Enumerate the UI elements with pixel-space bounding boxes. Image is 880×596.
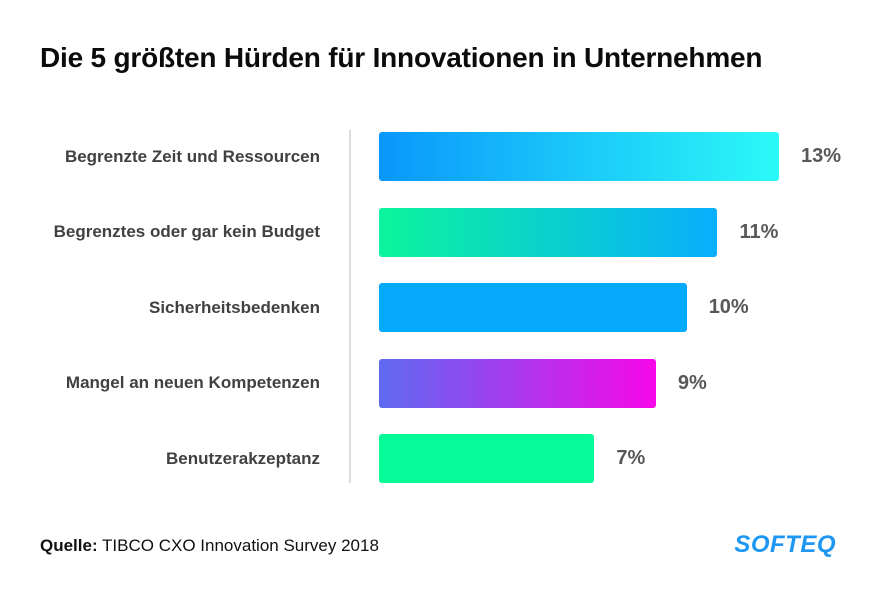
value-label: 7% xyxy=(616,447,646,469)
category-label: Begrenzte Zeit und Ressourcen xyxy=(64,146,320,166)
value-label: 13% xyxy=(801,145,842,167)
bar xyxy=(379,283,687,332)
bar-chart: Begrenzte Zeit und Ressourcen 13% Begrenzt… xyxy=(0,132,880,483)
bar-wrap: 10% xyxy=(379,283,749,332)
bar-wrap: 11% xyxy=(379,207,779,257)
bar xyxy=(379,434,595,483)
chart-row: Begrenztes oder gar kein Budget 11% xyxy=(0,207,880,257)
source-note: Quelle: TIBCO CXO Innovation Survey 2018 xyxy=(40,536,379,556)
axis-baseline xyxy=(349,130,351,483)
value-label: 10% xyxy=(708,296,749,318)
chart-row: Benutzerakzeptanz 7% xyxy=(0,434,880,483)
value-label: 9% xyxy=(677,371,707,394)
bar-wrap: 7% xyxy=(379,434,645,483)
category-label: Benutzerakzeptanz xyxy=(166,448,320,468)
chart-row: Begrenzte Zeit und Ressourcen 13% xyxy=(0,132,880,181)
bar-wrap: 13% xyxy=(379,132,841,181)
chart-row: Mangel an neuen Kompetenzen 9% xyxy=(0,358,880,408)
bar-wrap: 9% xyxy=(379,358,707,408)
category-label: Mangel an neuen Kompetenzen xyxy=(65,373,320,392)
source-label: Quelle: xyxy=(40,536,98,555)
bar xyxy=(379,358,656,408)
category-label: Sicherheitsbedenken xyxy=(148,297,320,317)
source-text: TIBCO CXO Innovation Survey 2018 xyxy=(97,536,379,555)
category-label: Begrenztes oder gar kein Budget xyxy=(53,222,320,241)
bar xyxy=(379,132,779,181)
softeq-logo: SOFTEQ xyxy=(734,531,836,558)
bar xyxy=(379,207,718,257)
chart-row: Sicherheitsbedenken 10% xyxy=(0,283,880,332)
value-label: 11% xyxy=(739,220,779,243)
chart-title: Die 5 größten Hürden für Innovationen in… xyxy=(40,42,763,73)
